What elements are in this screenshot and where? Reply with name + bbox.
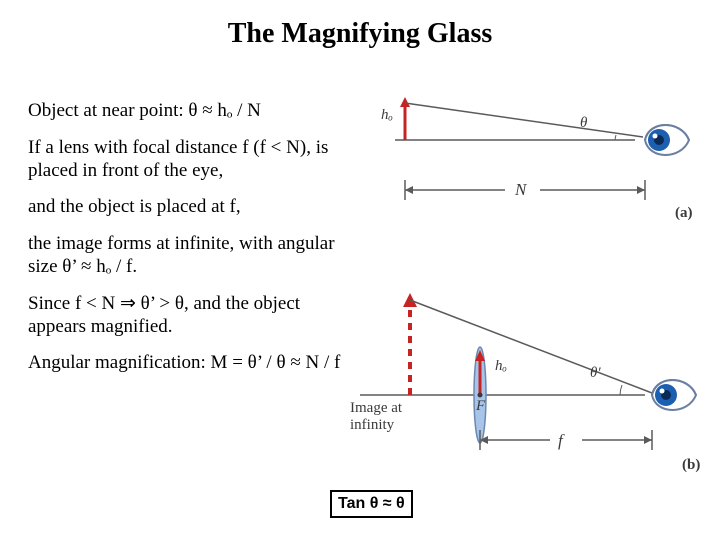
page-title: The Magnifying Glass xyxy=(0,0,720,50)
para-object-at-f: and the object is placed at f, xyxy=(28,196,358,219)
label-N: N xyxy=(515,180,526,200)
figure-a-svg xyxy=(375,85,705,235)
content-area: Object at near point: θ ≈ hₒ / N If a le… xyxy=(0,50,720,520)
label-F: F xyxy=(476,398,485,415)
figure-a: hₒ θ N (a) xyxy=(375,85,705,245)
label-ho-a: hₒ xyxy=(381,107,393,124)
label-image-infinity: Image at infinity xyxy=(350,400,402,434)
label-tag-a: (a) xyxy=(675,205,693,222)
figure-b-svg xyxy=(300,285,710,485)
label-theta-a: θ xyxy=(580,115,587,132)
figure-b: hₒ θ′ F f Image at infinity (b) xyxy=(300,285,710,495)
label-ho-b: hₒ xyxy=(495,358,507,375)
label-f: f xyxy=(558,431,563,451)
para-image-inf: the image forms at infinite, with angula… xyxy=(28,233,358,279)
para-lens: If a lens with focal distance f (f < N),… xyxy=(28,137,358,183)
label-theta-b: θ′ xyxy=(590,365,601,382)
label-tag-b: (b) xyxy=(682,457,700,474)
para-near-point: Object at near point: θ ≈ hₒ / N xyxy=(28,100,358,123)
